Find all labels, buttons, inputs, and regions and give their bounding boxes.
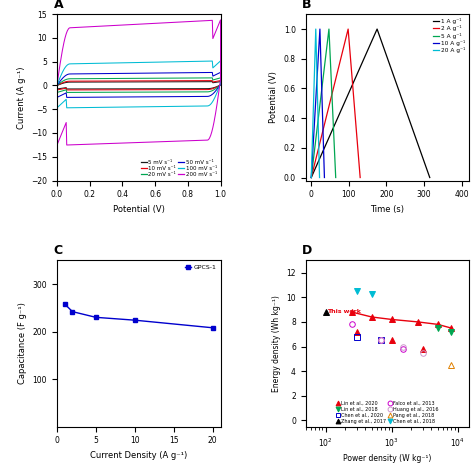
2 A g⁻¹ — [345, 26, 351, 32]
10 A g⁻¹ — [317, 26, 323, 32]
GPCS-1 — [93, 314, 99, 320]
Legend: 5 mV s⁻¹, 10 mV s⁻¹, 20 mV s⁻¹, 50 mV s⁻¹, 100 mV s⁻¹, 200 mV s⁻¹: 5 mV s⁻¹, 10 mV s⁻¹, 20 mV s⁻¹, 50 mV s⁻… — [140, 159, 218, 178]
20 A g⁻¹ — [309, 175, 314, 181]
Y-axis label: Current (A g⁻¹): Current (A g⁻¹) — [17, 66, 26, 128]
Line: GPCS-1: GPCS-1 — [62, 301, 215, 330]
Line: 1 A g⁻¹: 1 A g⁻¹ — [311, 29, 430, 178]
5 A g⁻¹ — [333, 175, 338, 181]
X-axis label: Power density (W kg⁻¹): Power density (W kg⁻¹) — [343, 454, 432, 463]
Line: 2 A g⁻¹: 2 A g⁻¹ — [311, 29, 360, 178]
GPCS-1 — [70, 309, 75, 314]
1 A g⁻¹ — [427, 175, 433, 181]
Text: This work: This work — [327, 309, 361, 314]
Y-axis label: Energy density (Wh kg⁻¹): Energy density (Wh kg⁻¹) — [272, 295, 281, 392]
Y-axis label: Potential (V): Potential (V) — [269, 72, 278, 123]
1 A g⁻¹ — [309, 175, 314, 181]
Legend: 1 A g⁻¹, 2 A g⁻¹, 5 A g⁻¹, 10 A g⁻¹, 20 A g⁻¹: 1 A g⁻¹, 2 A g⁻¹, 5 A g⁻¹, 10 A g⁻¹, 20 … — [432, 17, 466, 54]
GPCS-1 — [132, 317, 137, 323]
Text: B: B — [302, 0, 312, 11]
GPCS-1 — [62, 301, 67, 307]
5 A g⁻¹ — [326, 26, 332, 32]
Text: C: C — [54, 244, 63, 257]
Legend: GPCS-1: GPCS-1 — [184, 264, 218, 271]
Y-axis label: Capacitance (F g⁻¹): Capacitance (F g⁻¹) — [18, 302, 27, 384]
1 A g⁻¹ — [374, 26, 380, 32]
X-axis label: Potential (V): Potential (V) — [113, 205, 164, 214]
Line: 10 A g⁻¹: 10 A g⁻¹ — [311, 29, 324, 178]
X-axis label: Time (s): Time (s) — [371, 205, 404, 214]
20 A g⁻¹ — [317, 175, 322, 181]
Text: A: A — [54, 0, 63, 11]
GPCS-1 — [210, 325, 216, 331]
Line: 5 A g⁻¹: 5 A g⁻¹ — [311, 29, 336, 178]
Line: 20 A g⁻¹: 20 A g⁻¹ — [311, 29, 319, 178]
10 A g⁻¹ — [321, 175, 327, 181]
5 A g⁻¹ — [309, 175, 314, 181]
20 A g⁻¹ — [313, 26, 319, 32]
2 A g⁻¹ — [309, 175, 314, 181]
2 A g⁻¹ — [357, 175, 363, 181]
10 A g⁻¹ — [309, 175, 314, 181]
X-axis label: Current Density (A g⁻¹): Current Density (A g⁻¹) — [90, 451, 187, 460]
Legend: Lin et al., 2020, Lin et al., 2018, Chen et al., 2020, Zhang et al., 2017, Falco: Lin et al., 2020, Lin et al., 2018, Chen… — [336, 400, 439, 424]
Text: D: D — [302, 244, 312, 257]
